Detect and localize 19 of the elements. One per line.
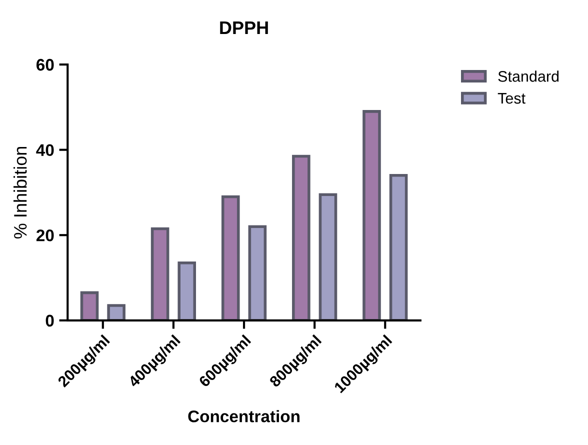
bar (292, 154, 310, 320)
bar (80, 291, 99, 320)
bar (389, 174, 408, 320)
chart-title: DPPH (220, 22, 268, 34)
bar (150, 227, 170, 320)
bar (178, 261, 196, 320)
bar (221, 195, 240, 320)
bar (362, 110, 381, 320)
legend-label: Standard (498, 70, 559, 82)
y-tick-label: 0 (46, 314, 54, 327)
y-tick-label: 40 (36, 144, 54, 156)
y-tick-label: 60 (36, 58, 54, 71)
bar (248, 225, 267, 320)
y-axis-title: % Inhibition (14, 146, 27, 238)
legend-label: Test (498, 93, 526, 104)
bar (318, 193, 338, 320)
y-tick-label: 20 (36, 230, 54, 242)
x-axis-title: Concentration (188, 410, 300, 422)
bar (107, 304, 126, 320)
